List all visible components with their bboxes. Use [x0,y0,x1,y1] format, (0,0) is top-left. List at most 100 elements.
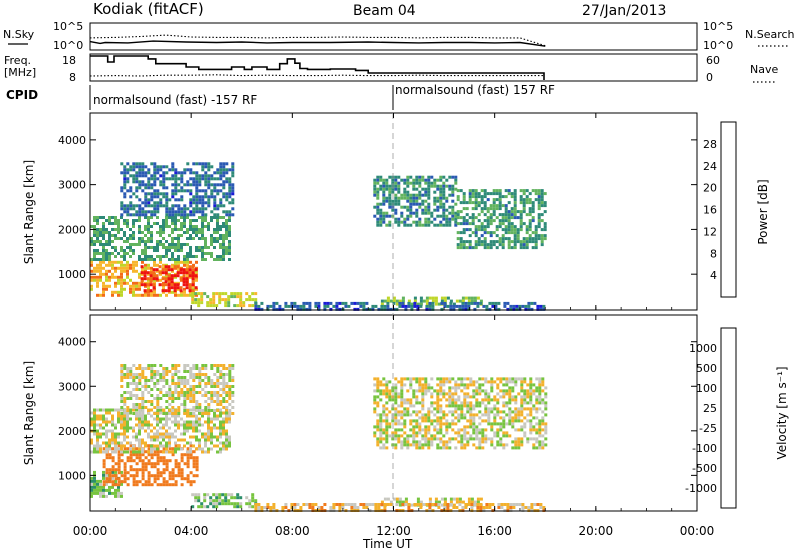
power-cell [302,304,306,308]
velocity-cell [207,450,210,454]
velocity-cell [219,432,222,436]
velocity-cell [228,385,232,388]
power-cell [168,207,172,211]
power-cell [542,304,546,308]
power-cell [231,186,235,190]
velocity-cell [117,468,121,472]
velocity-cell [284,506,288,509]
velocity-cell [162,432,165,436]
velocity-cell [228,420,231,424]
velocity-cell [236,496,240,500]
velocity-cell [469,401,473,405]
x-tick-label-0: 00:00 [73,524,108,538]
velocity-cell [132,412,136,415]
velocity-cell [162,450,165,454]
velocity-cell [159,408,162,412]
velocity-cell [406,389,410,393]
power-cell [471,201,475,205]
velocity-cell [171,468,175,472]
power-cell [409,181,413,185]
velocity-cell [138,459,142,463]
power-cell [156,246,159,249]
velocity-cell [544,401,548,405]
velocity-cell [123,462,127,466]
velocity-cell [442,383,446,387]
velocity-cell [365,506,369,509]
power-cell [225,177,229,181]
velocity-cell [487,395,491,399]
velocity-cell [409,434,413,438]
power-cell [222,186,226,190]
velocity-cell [183,382,187,385]
power-cell [465,207,469,211]
power-cell [412,199,416,203]
velocity-cell [153,480,157,484]
power-cell [159,255,162,258]
power-cell [198,201,202,205]
velocity-cell [192,462,196,466]
velocity-cell [93,488,96,492]
velocity-cell [129,382,133,385]
power-cell [132,287,135,291]
power-cell [461,301,465,305]
power-cell [147,171,151,175]
power-cell [191,283,195,287]
power-cell [222,183,226,187]
velocity-cell [192,423,195,427]
velocity-cell [224,499,228,503]
velocity-cell [129,441,132,445]
velocity-cell [183,426,186,430]
velocity-cell [183,412,187,415]
power-cell [189,249,192,252]
velocity-cell [189,394,193,397]
velocity-cell [493,407,497,411]
power-cell [165,246,168,249]
velocity-cell [200,505,204,509]
power-cell [516,216,520,220]
velocity-cell [443,506,447,509]
velocity-cell [379,428,383,432]
power-cell [225,210,229,214]
power-cell [183,222,186,225]
power-cell [492,240,496,244]
power-cell [141,165,145,169]
power-cell [415,193,419,197]
power-cell [379,184,383,188]
velocity-cell [117,432,120,436]
velocity-cell [225,429,228,433]
velocity-cell [174,423,177,427]
velocity-cell [373,407,377,411]
power-cell [461,296,465,300]
power-cell [459,243,463,247]
power-cell [105,263,108,267]
power-cell [477,237,481,241]
power-cell [483,228,487,232]
velocity-cell [538,380,542,384]
velocity-cell [434,503,438,506]
power-cell [495,240,499,244]
power-cell [452,304,456,308]
power-cell [525,225,529,229]
velocity-cell [132,450,135,454]
power-cell [207,222,210,225]
power-cell [525,213,529,217]
power-cell [216,183,220,187]
velocity-cell [120,482,123,486]
power-cell [534,225,538,229]
power-cell [403,181,407,185]
velocity-cell [186,412,190,415]
velocity-cell [147,477,151,481]
velocity-cell [102,432,105,436]
power-cell [479,301,483,305]
velocity-cell [209,499,213,503]
power-cell [528,219,532,223]
velocity-cell [228,388,232,391]
velocity-cell [174,409,178,412]
power-cell [171,258,174,261]
power-cell [222,168,226,172]
velocity-cell [535,407,539,411]
power-cell [207,198,211,202]
velocity-cell [491,503,495,506]
power-cell [519,216,523,220]
